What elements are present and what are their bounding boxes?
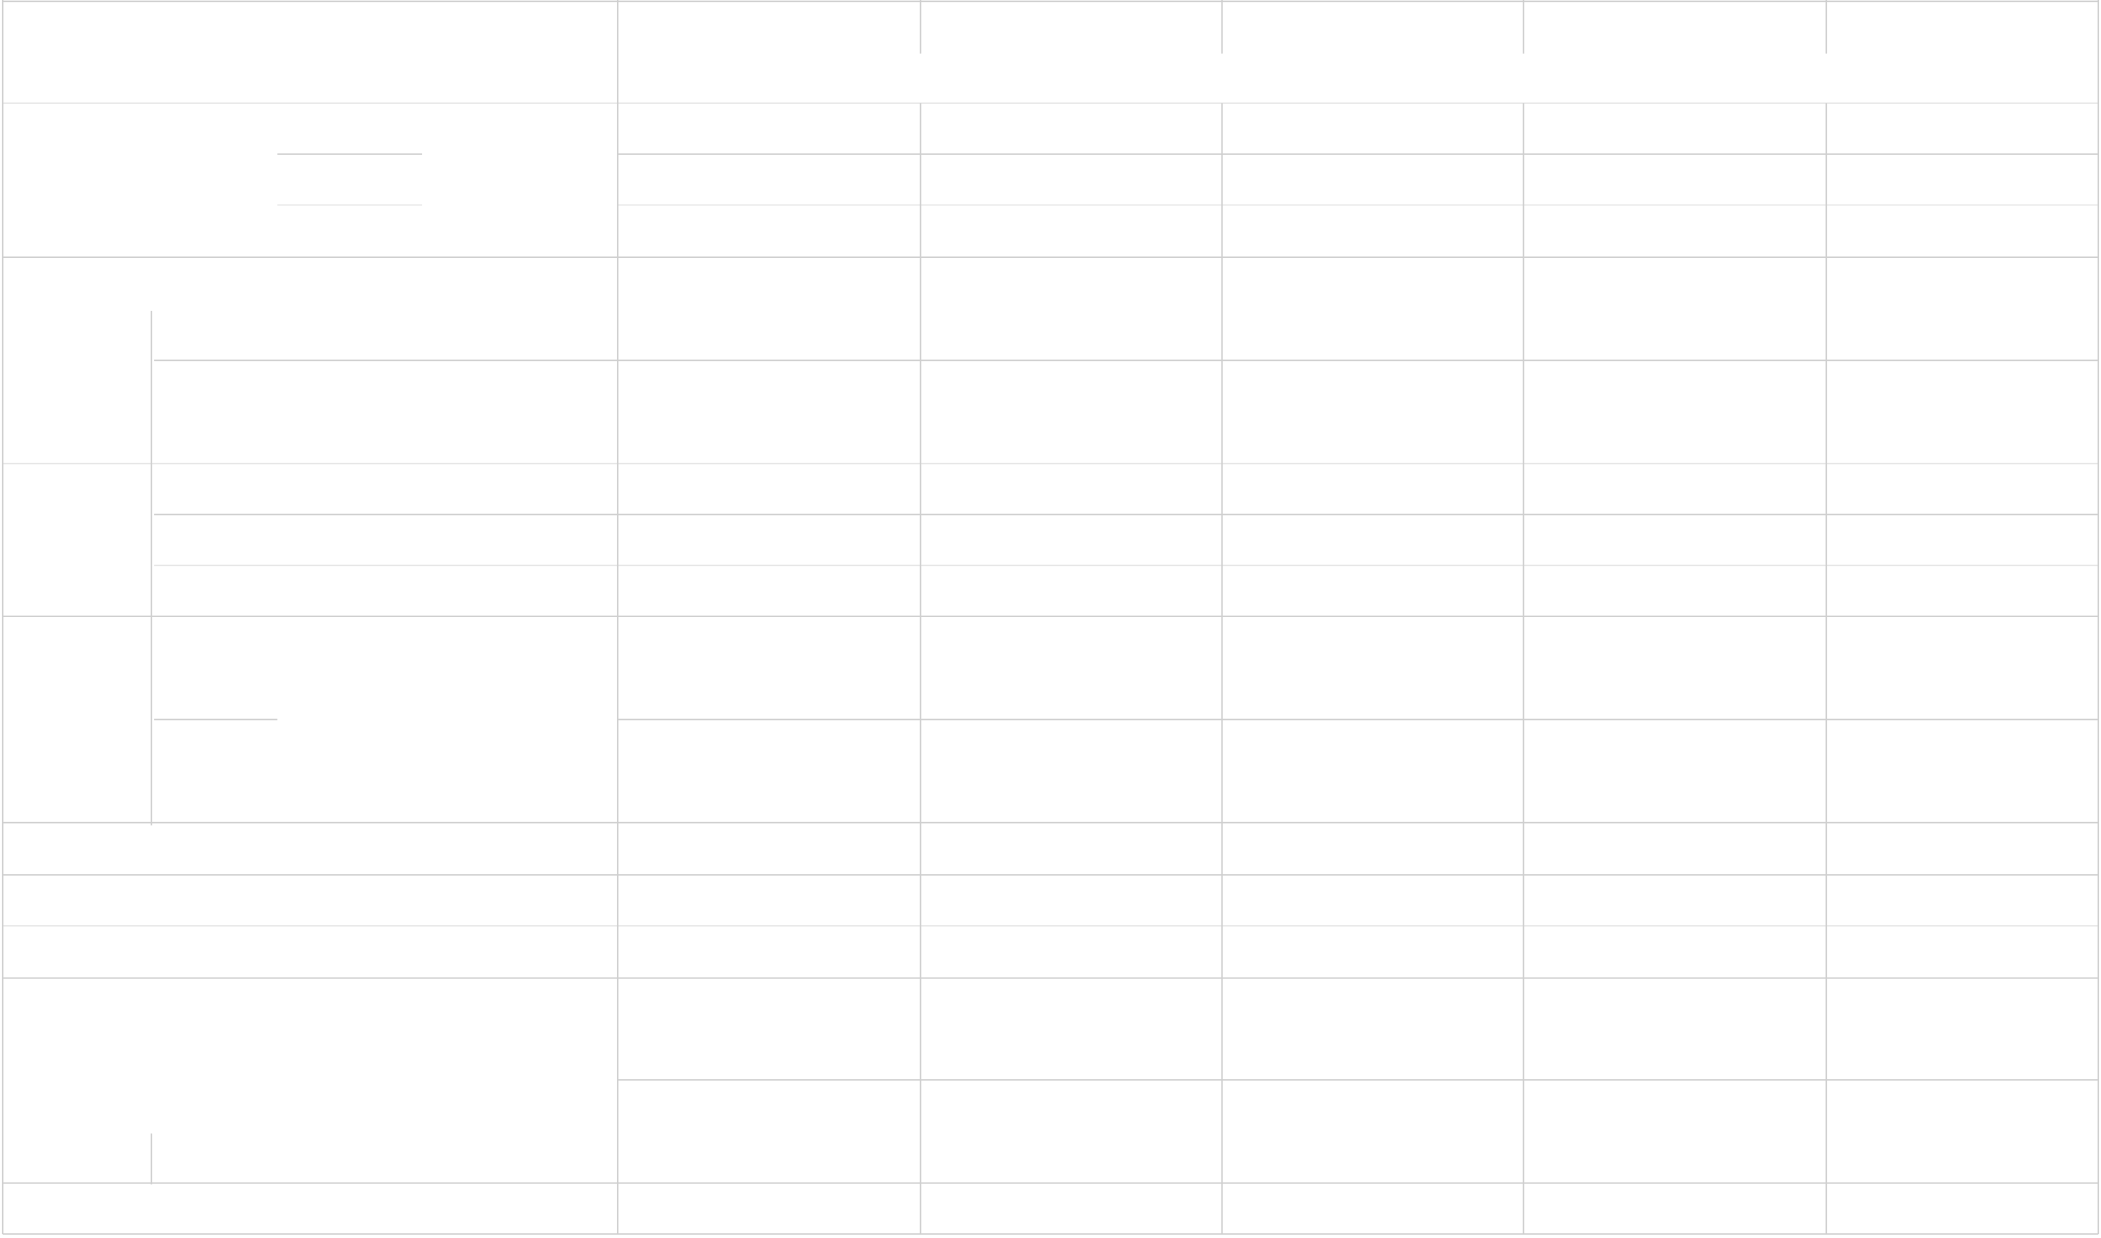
empty-table-grid <box>1 0 2100 1235</box>
